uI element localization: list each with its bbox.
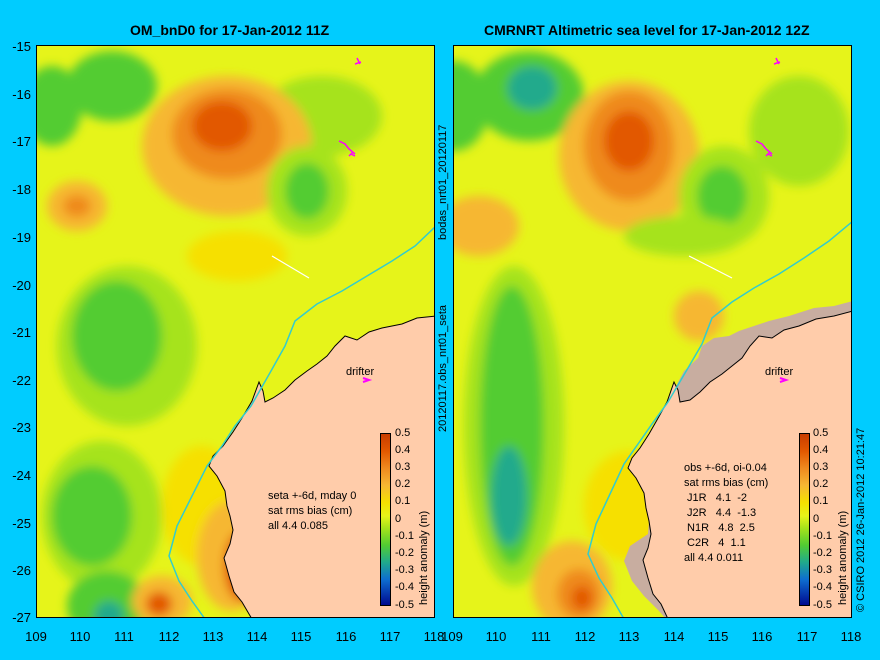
obs-file-label: 20120117.obs_nrt01_seta (437, 304, 449, 432)
colorbar-tick: -0.3 (395, 564, 414, 576)
x-tick-label: 114 (246, 629, 268, 644)
y-tick-label: -15 (12, 39, 31, 54)
y-tick-label: -22 (12, 373, 31, 388)
x-tick-label: 112 (158, 629, 180, 644)
y-tick-label: -20 (12, 278, 31, 293)
drifter-label-right: drifter (765, 366, 794, 378)
colorbar-tick: 0.5 (813, 427, 829, 439)
y-tick-label: -17 (12, 134, 31, 149)
left-panel-title: OM_bnD0 for 17-Jan-2012 11Z (130, 22, 330, 38)
run-id-label: bodas_nrt01_20120117 (437, 124, 449, 240)
left-stats-annotation: seta +-6d, mday 0 sat rms bias (cm) all … (268, 490, 357, 532)
colorbar-tick: -0.4 (813, 581, 832, 593)
x-tick-label: 113 (618, 629, 640, 644)
x-tick-label: 116 (751, 629, 773, 644)
y-tick-label: -24 (12, 468, 31, 483)
colorbar-tick: -0.4 (395, 581, 414, 593)
colorbar-left (380, 433, 391, 606)
y-tick-label: -21 (12, 325, 31, 340)
y-tick-label: -18 (12, 182, 31, 197)
y-tick-label: -23 (12, 420, 31, 435)
colorbar-tick: -0.2 (813, 547, 832, 559)
colorbar-tick: 0.2 (395, 478, 411, 490)
x-tick-label: 110 (485, 629, 507, 644)
left-map-canvas (37, 46, 434, 617)
colorbar-tick: 0.4 (395, 444, 411, 456)
x-tick-label: 116 (335, 629, 357, 644)
colorbar-tick: 0.5 (395, 427, 411, 439)
x-tick-label: 111 (114, 629, 134, 644)
x-tick-label: 117 (796, 629, 818, 644)
right-panel-title: CMRNRT Altimetric sea level for 17-Jan-2… (484, 22, 810, 38)
x-tick-label: 112 (574, 629, 596, 644)
colorbar-tick: -0.3 (813, 564, 832, 576)
colorbar-tick: 0.3 (395, 461, 411, 473)
y-tick-label: -16 (12, 87, 31, 102)
colorbar-right (799, 433, 810, 606)
y-tick-label: -25 (12, 516, 31, 531)
colorbar-tick: 0 (813, 513, 820, 525)
colorbar-tick: 0 (395, 513, 402, 525)
right-map-canvas (454, 46, 851, 617)
x-tick-label: 109 (25, 629, 47, 644)
drifter-label-left: drifter (346, 366, 375, 378)
x-tick-label: 109 (441, 629, 463, 644)
y-tick-label: -27 (12, 610, 31, 625)
colorbar-tick: -0.1 (395, 530, 414, 542)
colorbar-tick: -0.2 (395, 547, 414, 559)
colorbar-tick: -0.5 (813, 599, 832, 611)
x-tick-label: 115 (290, 629, 312, 644)
x-tick-label: 114 (663, 629, 685, 644)
right-map-panel (453, 45, 852, 618)
colorbar-tick: -0.5 (395, 599, 414, 611)
copyright-credit: © CSIRO 2012 26-Jan-2012 10:21:47 (855, 427, 867, 612)
x-tick-label: 110 (69, 629, 91, 644)
colorbar-tick: 0.4 (813, 444, 829, 456)
colorbar-tick: 0.1 (813, 495, 829, 507)
x-tick-label: 117 (379, 629, 401, 644)
x-tick-label: 113 (202, 629, 224, 644)
colorbar-tick: 0.3 (813, 461, 829, 473)
colorbar-left-title: height anomaly (m) (418, 510, 430, 605)
y-tick-label: -26 (12, 563, 31, 578)
left-map-panel (36, 45, 435, 618)
colorbar-tick: -0.1 (813, 530, 832, 542)
right-stats-annotation: obs +-6d, oi-0.04 sat rms bias (cm) J1R … (684, 462, 769, 564)
colorbar-tick: 0.2 (813, 478, 829, 490)
y-tick-label: -19 (12, 230, 31, 245)
x-tick-label: 115 (707, 629, 729, 644)
colorbar-right-title: height anomaly (m) (837, 510, 849, 605)
x-tick-label: 111 (531, 629, 551, 644)
colorbar-tick: 0.1 (395, 495, 411, 507)
x-tick-label: 118 (840, 629, 862, 644)
x-tick-label: 118 (423, 629, 445, 644)
